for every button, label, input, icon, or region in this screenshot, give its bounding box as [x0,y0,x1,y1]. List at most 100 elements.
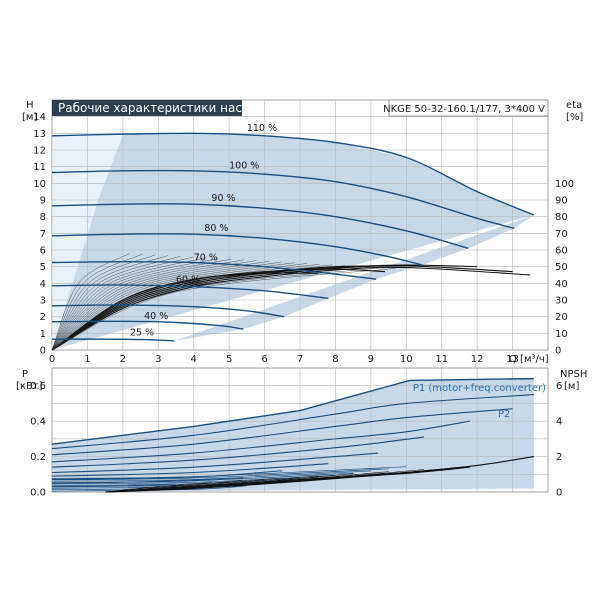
speed-label: 60 % [176,274,200,285]
y-tick-label-right: 6 [556,381,562,392]
power-curve-5 [51,452,378,474]
y-tick-label-right: 10 [555,329,568,340]
x-axis-label: Q [м³/ч] [509,354,549,365]
y-tick-label-left: 2 [40,312,46,323]
efficiency-fan-line [51,255,168,351]
y-tick-label-right: 0 [555,346,561,357]
x-tick-label: 10 [400,354,413,365]
y-axis-unit-left: [м] [22,112,37,123]
y-tick-label-right: 2 [556,452,562,463]
y-tick-label-right: 50 [555,262,568,273]
y-tick-label-left: 9 [40,196,46,207]
y-tick-label-left: 3 [40,296,46,307]
x-tick-label: 8 [332,354,338,365]
y-tick-label-right: 30 [555,296,568,307]
power-curve-low [51,468,389,481]
head-curve-9 [51,338,175,342]
head-curve-7 [51,304,285,318]
speed-label: 70 % [194,253,218,264]
model-box [388,99,549,117]
y-tick-label-left: 8 [40,212,46,223]
power-area-fill [52,378,534,492]
efficiency-fan-line [51,261,282,351]
head-curves [51,132,535,342]
y-tick-label-right: 100 [555,179,574,190]
efficiency-fan-line [51,260,257,351]
x-tick-label: 7 [297,354,303,365]
y-tick-label-left: 0.4 [30,417,46,428]
tick-labels: 0 1 2 3 4 5 6 7 8 9 10 11 12 130123456789101112131401… [33,112,574,365]
power-npsh-panel: 0.0 0.2 0.4 0.6 0 2 4 6 P [кВт] NPSH [м] P1 (mo… [16,367,587,499]
power-curve-2 [51,408,513,456]
title-bar [52,100,242,116]
y-tick-label-left: 11 [33,162,46,173]
power-curve-4 [51,436,425,468]
x-tick-label: 12 [471,354,484,365]
head-curve-3 [51,203,469,250]
npsh-fan-line [105,467,460,493]
y-tick-label-left: 14 [33,112,46,123]
x-tick-label: 6 [261,354,267,365]
head-curve-4 [51,233,423,266]
power-p1-curve [51,377,534,445]
efficiency-fan-line [51,253,131,351]
power-curve-3 [51,420,471,463]
y-tick-label-right: 60 [555,246,568,257]
model-label: NKGE 50-32-160.1/177, 3*400 V [383,104,545,115]
y-tick-label-right: 40 [555,279,568,290]
power-area [52,378,534,492]
legend-p1: P1 (motor+freq.converter) [413,383,546,394]
y-axis-unit-right: [м] [564,381,579,392]
power-curve-low [51,466,407,479]
x-tick-label: 0 [49,354,55,365]
x-tick-label: 5 [226,354,232,365]
operating-area-wedge [52,134,123,350]
x-tick-label: 1 [84,354,90,365]
x-tick-label: 9 [368,354,374,365]
speed-label: 25 % [130,327,154,338]
y-tick-label-left: 4 [40,279,46,290]
y-tick-label-right: 4 [556,417,562,428]
y-tick-label-right: 70 [555,229,568,240]
y-tick-label-left: 0.0 [30,488,46,499]
power-curve-low [51,470,371,482]
efficiency-fan-line [51,265,358,351]
speed-label: 40 % [144,311,168,322]
y-tick-label-right: 0 [556,488,562,499]
efficiency-fan-line [51,253,143,351]
efficiency-curves [51,253,531,351]
y-tick-label-left: 0 [40,346,46,357]
npsh-curves [105,456,534,493]
head-curve-1 [51,132,535,216]
y-tick-label-left: 7 [40,229,46,240]
speed-label: 110 % [247,123,277,134]
speed-label: 100 % [229,161,259,172]
efficiency-fan-line [51,254,156,351]
power-curve-1 [51,394,534,450]
y-axis-label-right: NPSH [560,369,587,380]
tick-labels: 0.0 0.2 0.4 0.6 0 2 4 6 [30,381,562,498]
efficiency-fan-line [51,260,270,351]
head-curve-5 [51,260,377,280]
efficiency-fan-line [51,266,371,351]
power-curve-7 [51,470,283,481]
legend-p2: P2 [498,409,510,420]
efficiency-fan-line [51,259,244,351]
efficiency-fan-line [51,262,295,351]
y-tick-label-left: 13 [33,129,46,140]
y-tick-label-right: 80 [555,212,568,223]
y-axis-label-right: eta [566,100,582,111]
power-curve-6 [51,463,329,477]
speed-labels: 110 % 100 % 90 % 80 % 70 % 60 % 40 % 25 % [130,123,277,338]
y-tick-label-left: 12 [33,146,46,157]
x-tick-label: 3 [155,354,161,365]
power-curve-low [51,485,247,492]
y-tick-label-left: 10 [33,179,46,190]
y-tick-label-left: 6 [40,246,46,257]
y-axis-unit-right: [%] [566,112,583,123]
x-tick-label: 2 [120,354,126,365]
x-tick-label: 11 [435,354,448,365]
x-tick-label: 13 [506,354,519,365]
